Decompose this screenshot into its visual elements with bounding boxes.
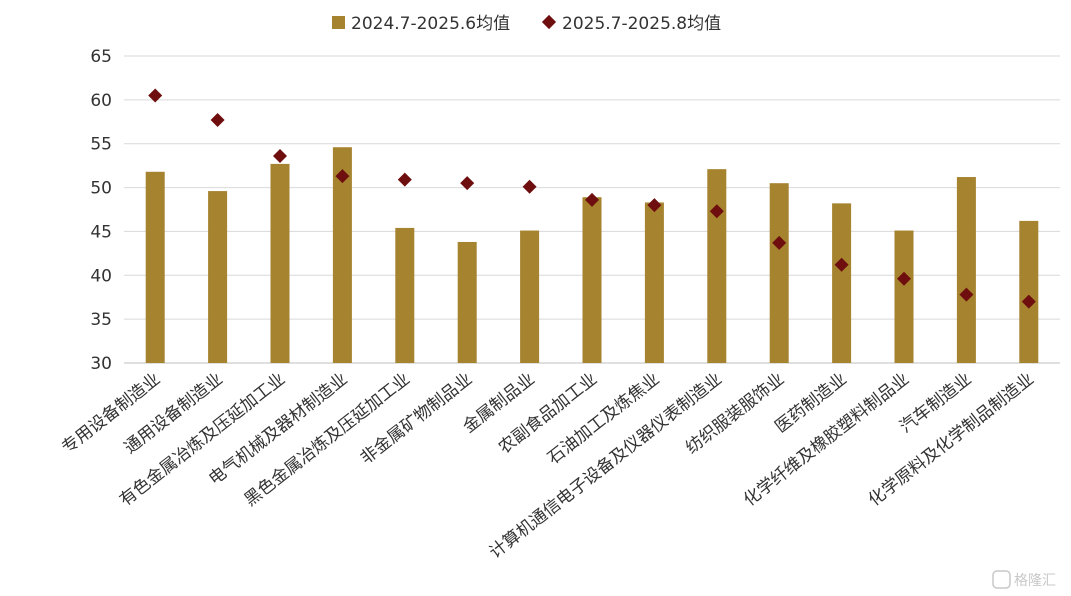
bar [395,227,415,363]
y-axis: 30 35 40 45 50 55 60 65 [90,47,112,374]
marker-series [148,88,1036,309]
marker-point [647,198,662,213]
x-tick-label: 计算机通信电子设备及仪器仪表制造业 [486,369,726,563]
marker-point [273,148,287,163]
y-tick-label: 50 [90,179,112,199]
marker-point [834,257,849,272]
bar [956,177,976,363]
x-axis-labels: 专用设备制造业通用设备制造业有色金属冶炼及压延加工业电气机械及器材制造业黑色金属… [58,369,1038,563]
bar [1019,220,1039,363]
legend: 2024.7-2025.6均值 2025.7-2025.8均值 [332,14,721,34]
marker-point [959,287,974,302]
marker-point [772,235,787,250]
bar [332,147,352,363]
marker-point [148,88,163,103]
bar [769,183,789,363]
marker-point [335,169,350,184]
bar [208,191,228,363]
y-tick-label: 45 [90,222,112,242]
y-tick-label: 30 [90,354,112,374]
bar [832,203,852,363]
bar-series [145,147,1039,363]
marker-point [1021,294,1036,309]
marker-point [460,176,475,191]
y-tick-label: 35 [90,310,112,330]
watermark: 格隆汇 [992,570,1056,589]
bar [457,241,477,363]
watermark-logo-icon [992,570,1011,589]
y-tick-label: 55 [90,135,112,155]
bar [145,171,165,363]
legend-swatch-bar [332,16,345,29]
y-tick-label: 60 [90,91,112,111]
bar [644,202,664,363]
legend-label-bar: 2024.7-2025.6均值 [351,14,510,34]
bar [520,230,540,363]
marker-point [897,271,911,286]
marker-point [585,192,599,207]
legend-label-marker: 2025.7-2025.8均值 [562,14,721,34]
x-tick-label: 非金属矿物制品业 [357,369,476,468]
legend-swatch-marker [541,14,557,30]
y-tick-label: 65 [90,47,112,67]
bar [270,163,290,363]
bar [894,230,914,363]
bar [582,197,602,363]
watermark-text: 格隆汇 [1014,573,1056,589]
y-tick-label: 40 [90,266,112,286]
marker-point [397,172,412,187]
marker-point [522,179,537,194]
marker-point [709,204,724,219]
bar [707,169,727,363]
marker-point [210,113,225,128]
